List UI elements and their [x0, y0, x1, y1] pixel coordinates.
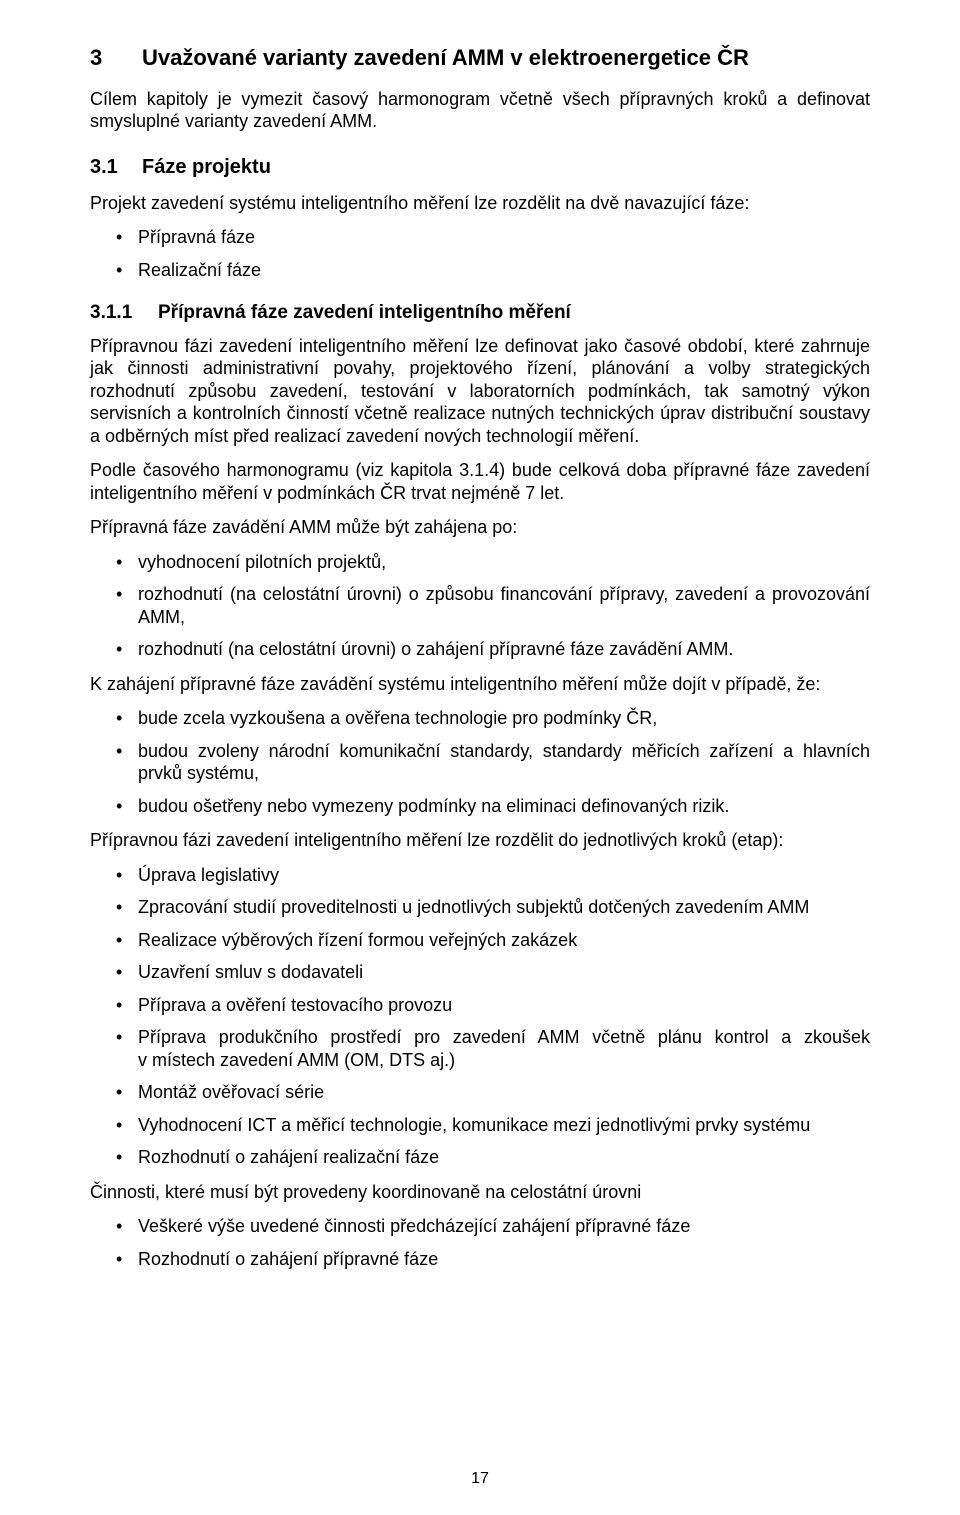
list-item: vyhodnocení pilotních projektů,: [116, 551, 870, 574]
heading-level-2: 3.1 Fáze projektu: [90, 155, 870, 180]
body-paragraph: Přípravnou fázi zavedení inteligentního …: [90, 829, 870, 852]
body-paragraph: K zahájení přípravné fáze zavádění systé…: [90, 673, 870, 696]
list-item: budou zvoleny národní komunikační standa…: [116, 740, 870, 785]
heading-level-3: 3.1.1 Přípravná fáze zavedení inteligent…: [90, 301, 870, 325]
body-paragraph: Přípravná fáze zavádění AMM může být zah…: [90, 516, 870, 539]
list-item: Zpracování studií proveditelnosti u jedn…: [116, 896, 870, 919]
intro-paragraph: Cílem kapitoly je vymezit časový harmono…: [90, 88, 870, 133]
body-paragraph: Činnosti, které musí být provedeny koord…: [90, 1181, 870, 1204]
list-item: Realizační fáze: [116, 259, 870, 282]
list-item: Příprava produkčního prostředí pro zaved…: [116, 1026, 870, 1071]
list-item: budou ošetřeny nebo vymezeny podmínky na…: [116, 795, 870, 818]
list-item: Uzavření smluv s dodavateli: [116, 961, 870, 984]
list-item: Rozhodnutí o zahájení realizační fáze: [116, 1146, 870, 1169]
phase-list: Přípravná fáze Realizační fáze: [90, 226, 870, 281]
list-item: bude zcela vyzkoušena a ověřena technolo…: [116, 707, 870, 730]
heading-level-1: 3 Uvažované varianty zavedení AMM v elek…: [90, 44, 870, 72]
body-paragraph: Podle časového harmonogramu (viz kapitol…: [90, 459, 870, 504]
heading-number: 3.1.1: [90, 301, 158, 325]
conditions-list-a: vyhodnocení pilotních projektů, rozhodnu…: [90, 551, 870, 661]
list-item: Příprava a ověření testovacího provozu: [116, 994, 870, 1017]
list-item: rozhodnutí (na celostátní úrovni) o způs…: [116, 583, 870, 628]
list-item: Rozhodnutí o zahájení přípravné fáze: [116, 1248, 870, 1271]
conditions-list-b: bude zcela vyzkoušena a ověřena technolo…: [90, 707, 870, 817]
heading-number: 3.1: [90, 155, 142, 180]
heading-number: 3: [90, 44, 142, 72]
list-item: rozhodnutí (na celostátní úrovni) o zahá…: [116, 638, 870, 661]
heading-text: Fáze projektu: [142, 155, 271, 180]
heading-text: Přípravná fáze zavedení inteligentního m…: [158, 301, 571, 325]
heading-text: Uvažované varianty zavedení AMM v elektr…: [142, 44, 749, 72]
page-number: 17: [0, 1469, 960, 1489]
body-paragraph: Projekt zavedení systému inteligentního …: [90, 192, 870, 215]
list-item: Realizace výběrových řízení formou veřej…: [116, 929, 870, 952]
list-item: Veškeré výše uvedené činnosti předcházej…: [116, 1215, 870, 1238]
list-item: Vyhodnocení ICT a měřicí technologie, ko…: [116, 1114, 870, 1137]
steps-list: Úprava legislativy Zpracování studií pro…: [90, 864, 870, 1169]
list-item: Přípravná fáze: [116, 226, 870, 249]
coordinated-list: Veškeré výše uvedené činnosti předcházej…: [90, 1215, 870, 1270]
list-item: Montáž ověřovací série: [116, 1081, 870, 1104]
list-item: Úprava legislativy: [116, 864, 870, 887]
document-page: 3 Uvažované varianty zavedení AMM v elek…: [0, 0, 960, 1515]
body-paragraph: Přípravnou fázi zavedení inteligentního …: [90, 335, 870, 448]
